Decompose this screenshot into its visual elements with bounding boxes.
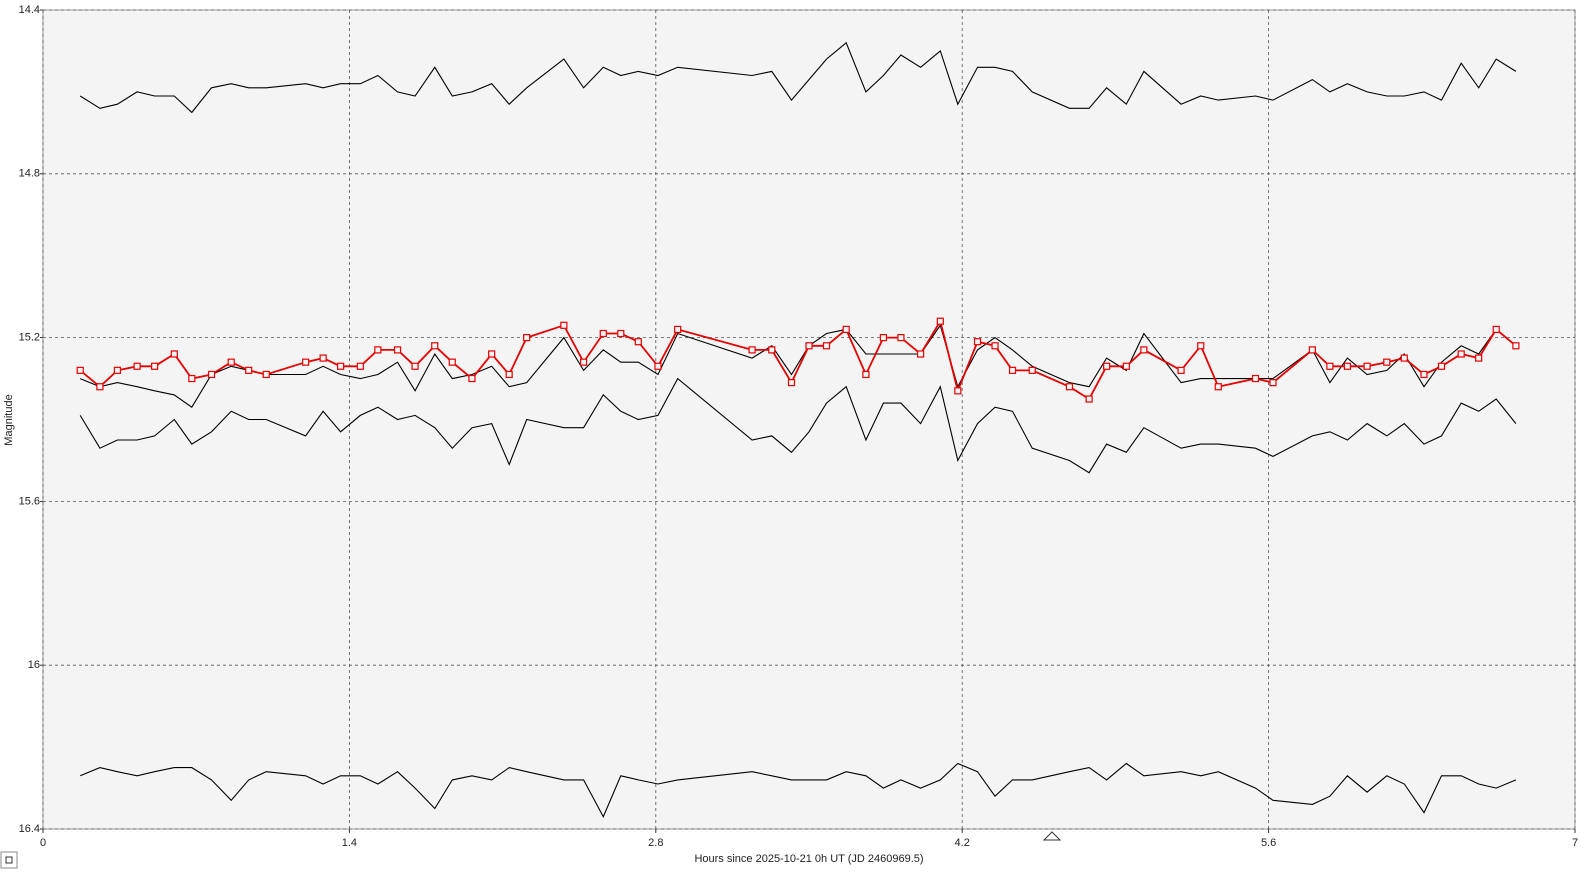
y-tick-label: 15.6 bbox=[19, 495, 40, 507]
x-tick-label: 0 bbox=[40, 837, 46, 849]
data-point bbox=[654, 362, 662, 370]
data-point bbox=[337, 362, 345, 370]
corner-button[interactable] bbox=[0, 851, 18, 869]
data-point bbox=[1140, 346, 1148, 354]
data-point bbox=[1400, 354, 1408, 362]
cursor-marker bbox=[1042, 831, 1062, 841]
data-point bbox=[1437, 362, 1446, 370]
data-point bbox=[227, 358, 235, 366]
data-point bbox=[302, 358, 310, 366]
data-point bbox=[76, 366, 84, 374]
data-point bbox=[936, 317, 944, 325]
y-axis-label: Magnitude bbox=[3, 394, 15, 445]
corner-button-icon bbox=[5, 856, 13, 864]
x-tick-label: 4.2 bbox=[955, 837, 970, 849]
data-point bbox=[1326, 362, 1334, 370]
data-point bbox=[188, 374, 196, 383]
data-point bbox=[822, 342, 831, 350]
data-point bbox=[1512, 342, 1520, 350]
data-point bbox=[133, 362, 141, 370]
data-point bbox=[393, 346, 402, 354]
data-point bbox=[468, 374, 476, 383]
data-point bbox=[1420, 370, 1428, 379]
data-point bbox=[991, 342, 999, 350]
data-point bbox=[842, 325, 850, 334]
data-point bbox=[356, 362, 364, 370]
series-line bbox=[79, 377, 1517, 474]
data-point bbox=[374, 346, 382, 354]
plot-area bbox=[42, 9, 1576, 830]
data-point bbox=[805, 342, 813, 350]
data-point bbox=[488, 350, 496, 358]
data-point bbox=[1251, 374, 1260, 383]
data-point bbox=[1269, 379, 1277, 387]
data-point bbox=[862, 370, 870, 379]
data-point bbox=[505, 370, 513, 379]
data-point bbox=[151, 362, 159, 370]
data-point bbox=[207, 370, 216, 379]
data-point bbox=[448, 358, 456, 366]
data-point bbox=[96, 383, 104, 391]
data-point bbox=[748, 346, 756, 354]
data-point bbox=[1475, 354, 1483, 362]
data-point bbox=[1065, 383, 1074, 391]
data-point bbox=[319, 354, 327, 362]
y-tick-label: 15.2 bbox=[19, 332, 40, 344]
data-point bbox=[1177, 366, 1185, 374]
x-axis-label: Hours since 2025-10-21 0h UT (JD 2460969… bbox=[694, 853, 923, 865]
y-tick-label: 16.4 bbox=[19, 823, 40, 835]
data-point bbox=[579, 358, 588, 366]
series-line bbox=[79, 762, 1517, 818]
data-point bbox=[1457, 350, 1465, 358]
y-tick-label: 16 bbox=[28, 659, 40, 671]
data-point bbox=[879, 334, 888, 342]
data-point bbox=[674, 325, 682, 334]
data-point bbox=[617, 329, 625, 338]
data-point bbox=[1308, 346, 1316, 354]
data-point bbox=[523, 334, 531, 342]
x-tick-label: 5.6 bbox=[1261, 837, 1276, 849]
data-point bbox=[245, 366, 253, 374]
series-line bbox=[79, 41, 1517, 114]
data-point bbox=[1343, 362, 1351, 370]
data-point bbox=[634, 338, 642, 346]
data-point bbox=[917, 350, 925, 358]
data-point bbox=[1214, 383, 1222, 391]
marks bbox=[76, 41, 1520, 818]
y-tick-label: 14.4 bbox=[19, 4, 40, 16]
y-tick-label: 14.8 bbox=[19, 168, 40, 180]
data-point bbox=[560, 321, 568, 329]
data-point bbox=[599, 329, 607, 338]
x-tick-label: 7 bbox=[1572, 837, 1578, 849]
data-point bbox=[1103, 362, 1111, 370]
data-point bbox=[1122, 362, 1130, 370]
grid bbox=[40, 9, 1576, 833]
x-tick-label: 2.8 bbox=[648, 837, 663, 849]
x-tick-label: 1.4 bbox=[342, 837, 357, 849]
data-point bbox=[170, 350, 178, 358]
data-point bbox=[262, 370, 270, 379]
data-point bbox=[1197, 342, 1205, 350]
data-point bbox=[768, 346, 776, 354]
data-point bbox=[411, 362, 419, 370]
data-point bbox=[1492, 325, 1500, 334]
data-point bbox=[1028, 366, 1036, 374]
data-point bbox=[1363, 362, 1371, 370]
data-point bbox=[1008, 366, 1017, 374]
data-point bbox=[1085, 395, 1093, 403]
data-point bbox=[787, 379, 796, 387]
data-point bbox=[1383, 358, 1391, 366]
data-point bbox=[431, 342, 439, 350]
data-point bbox=[954, 387, 962, 395]
data-point bbox=[897, 334, 905, 342]
data-point bbox=[113, 366, 122, 374]
data-point bbox=[973, 338, 982, 346]
